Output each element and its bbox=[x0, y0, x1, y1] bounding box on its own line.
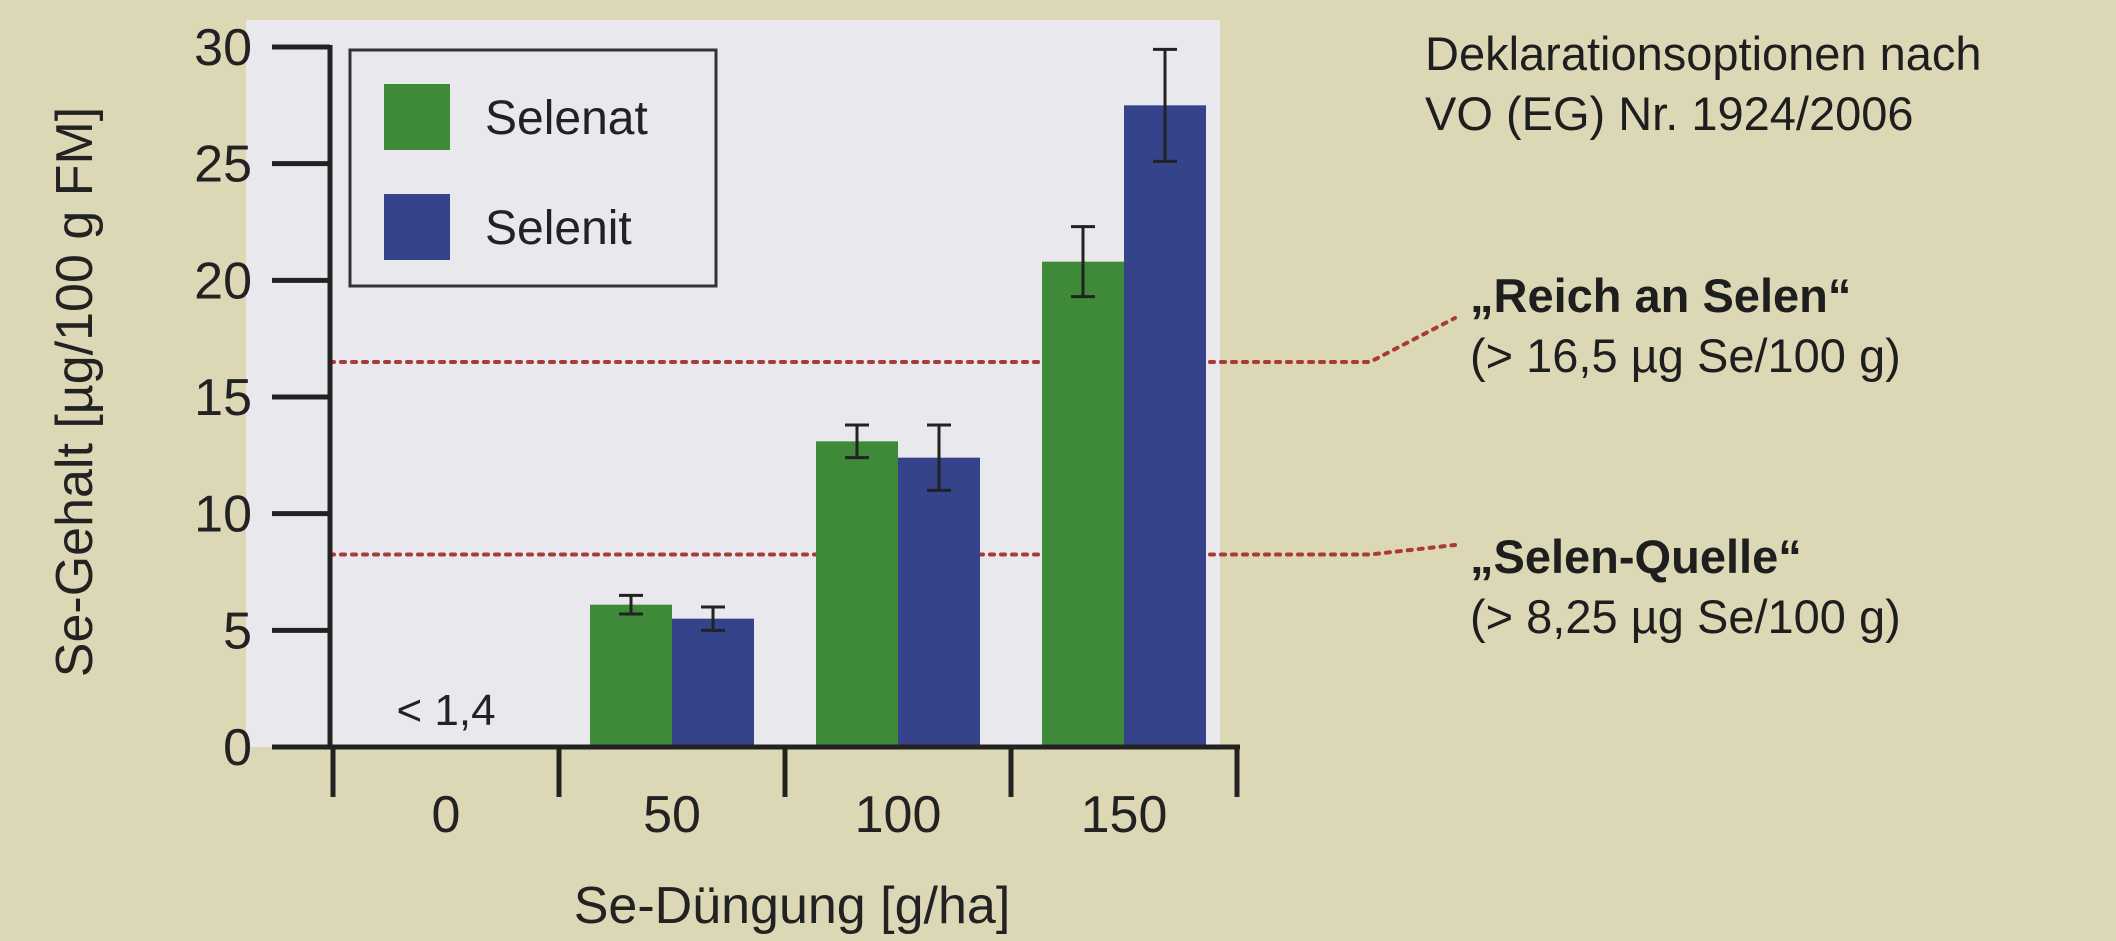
bar-selenat-50 bbox=[590, 604, 672, 747]
rich-in-selenium-threshold: (> 16,5 µg Se/100 g) bbox=[1470, 329, 1901, 382]
legend-label-selenit: Selenit bbox=[485, 202, 632, 255]
error-bar-selenat-50 bbox=[619, 593, 643, 616]
rich-in-selenium-note: „Reich an Selen“ (> 16,5 µg Se/100 g) bbox=[1470, 266, 1901, 386]
y-tick-label: 15 bbox=[194, 369, 252, 427]
below-detection-label: < 1,4 bbox=[396, 686, 495, 735]
legend-box bbox=[348, 48, 718, 288]
y-axis-title: Se-Gehalt [µg/100 g FM] bbox=[46, 107, 104, 677]
selenium-source-note: „Selen-Quelle“ (> 8,25 µg Se/100 g) bbox=[1470, 527, 1901, 647]
error-bar-selenat-100 bbox=[845, 423, 869, 460]
y-tick-label: 10 bbox=[194, 486, 252, 544]
declaration-heading: Deklarationsoptionen nach VO (EG) Nr. 19… bbox=[1425, 24, 1982, 144]
y-tick-label: 0 bbox=[223, 719, 252, 777]
declaration-heading-line1: Deklarationsoptionen nach bbox=[1425, 27, 1982, 80]
error-bar-selenit-150 bbox=[1153, 47, 1177, 163]
bar-selenit-150 bbox=[1124, 105, 1206, 748]
x-axis: 0 50 100 150 bbox=[330, 744, 1240, 844]
error-bar-selenit-50 bbox=[701, 605, 725, 632]
legend: Selenat Selenit bbox=[348, 48, 718, 288]
selenium-source-threshold: (> 8,25 µg Se/100 g) bbox=[1470, 590, 1901, 643]
legend-swatch-selenit bbox=[384, 194, 450, 260]
y-tick-label: 20 bbox=[194, 252, 252, 310]
bar-selenat-100 bbox=[816, 441, 898, 747]
reference-line-selenium-source bbox=[328, 543, 1457, 557]
reference-lines bbox=[328, 316, 1457, 557]
bars bbox=[590, 105, 1206, 748]
x-tick-label: 150 bbox=[1081, 786, 1168, 844]
bar-selenit-100 bbox=[898, 457, 980, 747]
y-tick-label: 25 bbox=[194, 136, 252, 194]
y-tick-label: 30 bbox=[194, 19, 252, 77]
error-bars bbox=[619, 47, 1177, 632]
rich-in-selenium-label: „Reich an Selen“ bbox=[1470, 269, 1852, 322]
legend-swatch-selenat bbox=[384, 84, 450, 150]
legend-label-selenat: Selenat bbox=[485, 92, 648, 145]
bar-selenat-150 bbox=[1042, 261, 1124, 747]
x-axis-title: Se-Düngung [g/ha] bbox=[574, 877, 1011, 935]
error-bar-selenat-150 bbox=[1071, 225, 1095, 299]
x-tick-label: 50 bbox=[643, 786, 701, 844]
x-tick-label: 100 bbox=[855, 786, 942, 844]
bar-selenit-50 bbox=[672, 618, 754, 747]
x-tick-label: 0 bbox=[432, 786, 461, 844]
declaration-heading-line2: VO (EG) Nr. 1924/2006 bbox=[1425, 87, 1914, 140]
selenium-source-label: „Selen-Quelle“ bbox=[1470, 530, 1802, 583]
reference-line-rich-in-selenium bbox=[328, 316, 1457, 364]
y-axis: 0 5 10 15 20 25 30 bbox=[194, 19, 333, 777]
error-bar-selenit-100 bbox=[927, 423, 951, 492]
y-tick-label: 5 bbox=[223, 602, 252, 660]
